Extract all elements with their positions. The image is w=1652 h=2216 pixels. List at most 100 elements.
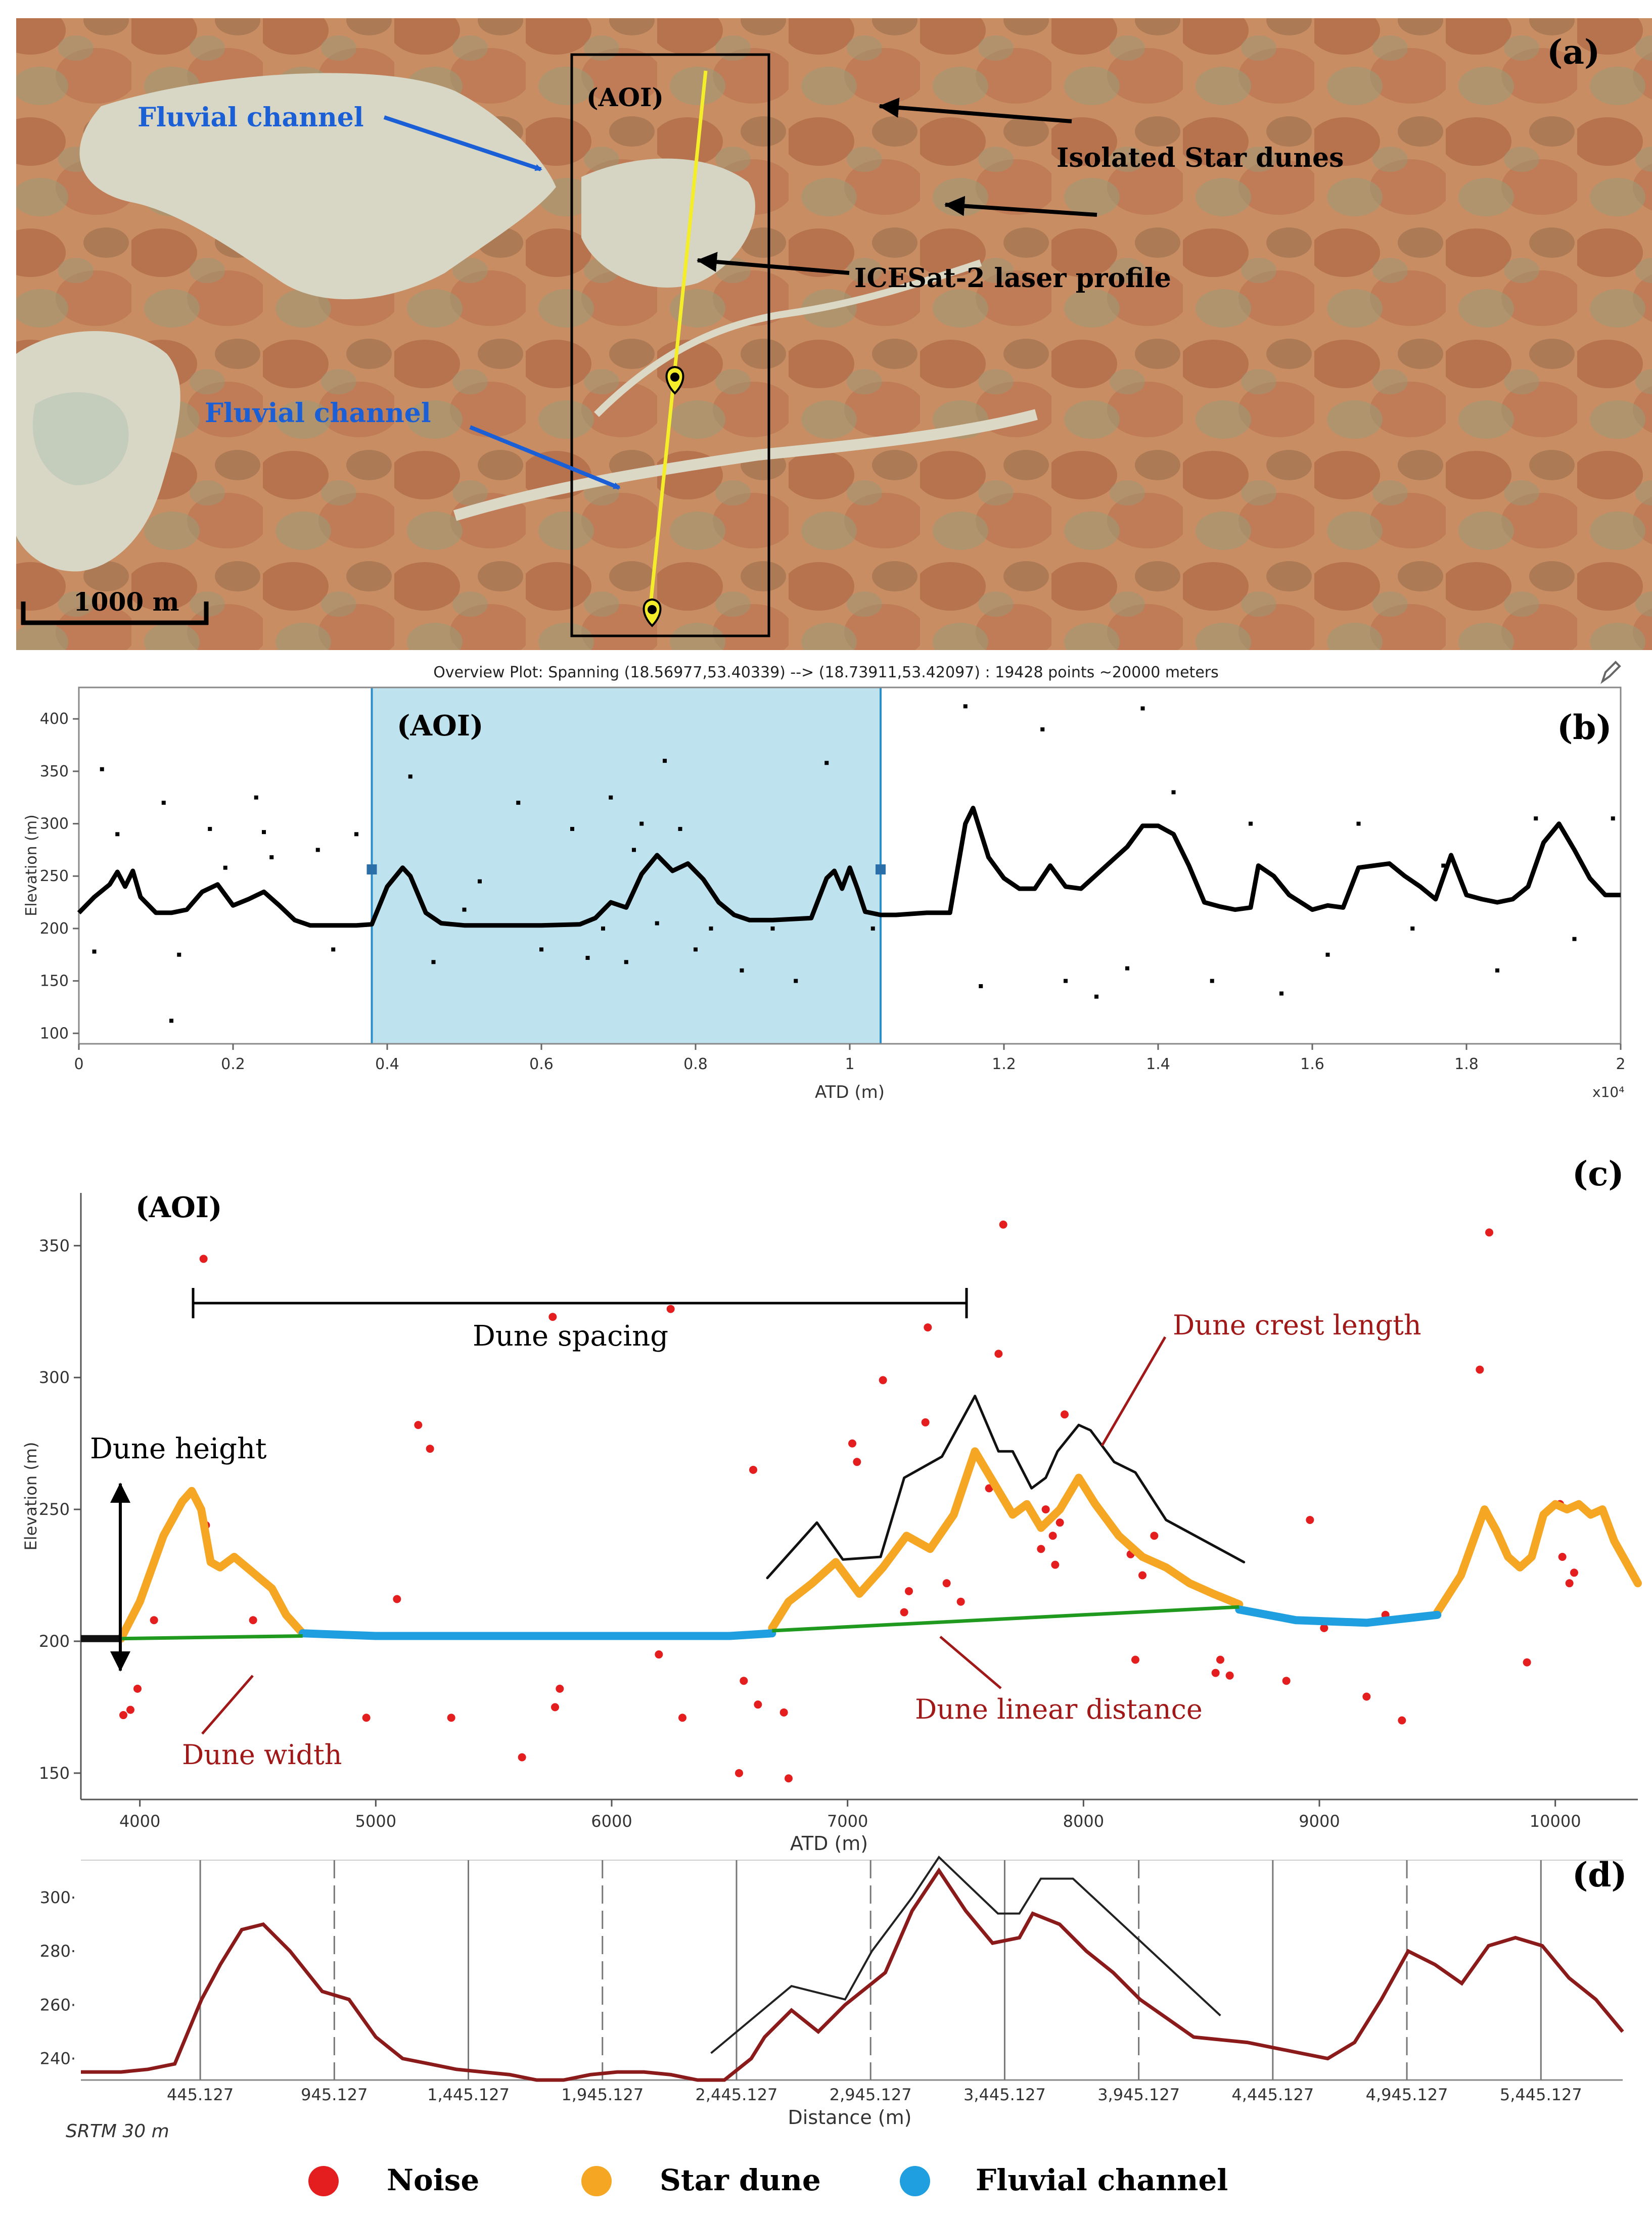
- fluvial-arrow-lower: [469, 425, 621, 490]
- y-tick-label-d: 240·: [40, 2049, 76, 2068]
- noise-point-c: [518, 1753, 526, 1762]
- dune-linear-distance-annotation: Dune linear distance: [915, 1636, 1203, 1725]
- noise-point-b: [1572, 937, 1577, 941]
- pencil-icon: [1600, 661, 1621, 684]
- noise-point-b: [1534, 816, 1538, 821]
- noise-point-c: [655, 1650, 663, 1659]
- noise-point-b: [1094, 994, 1098, 999]
- panel-label-d: (d): [1572, 1855, 1627, 1895]
- aoi-label-c: (AOI): [135, 1191, 222, 1224]
- noise-point-c: [1306, 1515, 1314, 1524]
- noise-point-c: [785, 1774, 793, 1783]
- noise-point-c: [393, 1595, 401, 1603]
- noise-point-c: [1061, 1410, 1069, 1419]
- x-tick-label-d: 1,945.127: [561, 2085, 644, 2104]
- aoi-left-handle[interactable]: [366, 864, 377, 874]
- noise-point-b: [632, 848, 636, 852]
- overview-title: Overview Plot: Spanning (18.56977,53.403…: [433, 664, 1219, 681]
- x-tick-label-b: 2: [1616, 1055, 1625, 1073]
- map-pin-icon: [665, 365, 684, 395]
- star-dunes-label: Isolated Star dunes: [1057, 143, 1344, 173]
- dune-height-annotation: Dune height: [90, 1433, 267, 1672]
- noise-point-b: [1356, 821, 1361, 826]
- scale-bar: 1000 m: [21, 587, 209, 625]
- noise-point-c: [1362, 1692, 1371, 1701]
- noise-point-c: [556, 1684, 564, 1693]
- noise-point-b: [539, 947, 543, 952]
- x-tick-label-c: 5000: [355, 1812, 396, 1831]
- noise-point-c: [119, 1711, 127, 1720]
- surface-profile-b: [77, 806, 1621, 928]
- legend-label-fluvial-channel: Fluvial channel: [976, 2163, 1228, 2197]
- noise-point-b: [223, 865, 227, 870]
- noise-point-b: [516, 801, 521, 805]
- y-axis-label-c: Elevation (m): [21, 1442, 40, 1551]
- noise-point-b: [431, 960, 436, 964]
- axes-c: 4000 5000 6000 7000 8000 9000 10000 150 200 250 30…: [39, 1236, 1581, 1831]
- panel-b-overview-plot: Overview Plot: Spanning (18.56977,53.403…: [23, 661, 1626, 1102]
- legend-item-noise: Noise: [308, 2163, 479, 2197]
- panel-label-b: (b): [1557, 708, 1612, 747]
- noise-point-b: [770, 926, 775, 931]
- noise-point-b: [1125, 966, 1129, 971]
- panel-c-aoi-profile: (c) (AOI) 4000 5000 6000 7000 8000 9000 10000 1…: [21, 1154, 1642, 1855]
- noise-point-b: [1410, 926, 1415, 931]
- noise-point-c: [779, 1708, 788, 1717]
- noise-point-b: [478, 879, 482, 884]
- x-tick-label-b: 1.4: [1146, 1055, 1170, 1073]
- noise-point-c: [1051, 1560, 1060, 1569]
- x-tick-label-c: 10000: [1530, 1812, 1581, 1831]
- noise-point-b: [1140, 706, 1145, 711]
- noise-point-c: [1398, 1716, 1406, 1725]
- y-tick-label-c: 150: [39, 1764, 70, 1783]
- panel-label-c: (c): [1572, 1154, 1624, 1193]
- legend-swatch-fluvial-channel: [900, 2166, 930, 2196]
- noise-point-b: [254, 795, 258, 800]
- noise-point-c: [956, 1597, 965, 1606]
- noise-point-b: [1441, 863, 1446, 868]
- x-tick-label-d: 4,445.127: [1231, 2085, 1314, 2104]
- noise-point-b: [1249, 821, 1253, 826]
- noise-point-b: [963, 704, 968, 709]
- noise-point-c: [666, 1305, 675, 1313]
- noise-point-c: [1211, 1669, 1220, 1677]
- noise-point-c: [905, 1587, 913, 1595]
- dune-width-label: Dune width: [182, 1739, 342, 1771]
- y-tick-label-c: 350: [39, 1236, 70, 1255]
- icesat2-laser-profile: [648, 70, 708, 615]
- legend-label-noise: Noise: [387, 2163, 479, 2197]
- noise-point-c: [994, 1350, 1003, 1358]
- noise-point-c: [754, 1700, 762, 1709]
- aoi-box: [570, 53, 770, 637]
- panel-a-satellite-map: (AOI) (a) Fluvial channel Fluvial channe…: [16, 18, 1652, 650]
- noise-point-c: [678, 1714, 686, 1722]
- dune-linear-distance-label: Dune linear distance: [915, 1693, 1203, 1725]
- noise-point-b: [262, 830, 266, 835]
- laser-profile-label: ICESat-2 laser profile: [854, 263, 1171, 294]
- fluvial-channel-segment: [298, 1629, 776, 1640]
- noise-point-c: [879, 1376, 887, 1384]
- dune-height-label: Dune height: [90, 1433, 267, 1465]
- noise-point-b: [115, 832, 120, 837]
- laser-arrow: [697, 252, 850, 275]
- noise-point-b: [585, 955, 590, 960]
- x-axis-label-d: Distance (m): [788, 2106, 912, 2129]
- noise-point-b: [1210, 979, 1214, 983]
- fluvial-channel-label-lower: Fluvial channel: [205, 398, 431, 429]
- x-tick-label-d: 2,945.127: [830, 2085, 912, 2104]
- noise-points-c: [119, 1220, 1578, 1783]
- noise-point-c: [1131, 1655, 1139, 1664]
- noise-point-b: [315, 848, 320, 852]
- noise-point-b: [1611, 816, 1615, 821]
- x-tick-label-d: 445.127: [167, 2085, 234, 2104]
- classified-profile-c: [81, 1395, 1642, 1643]
- x-tick-label-b: 0.8: [683, 1055, 708, 1073]
- gridlines-d: [199, 1860, 1542, 2080]
- noise-point-b: [408, 774, 412, 779]
- noise-point-b: [663, 759, 667, 763]
- fluvial-channel-stream-2: [594, 259, 982, 417]
- y-tick-label-b: 300: [40, 815, 69, 833]
- noise-point-c: [199, 1255, 208, 1263]
- aoi-right-handle[interactable]: [876, 864, 886, 874]
- x-tick-label-b: 0.2: [221, 1055, 245, 1073]
